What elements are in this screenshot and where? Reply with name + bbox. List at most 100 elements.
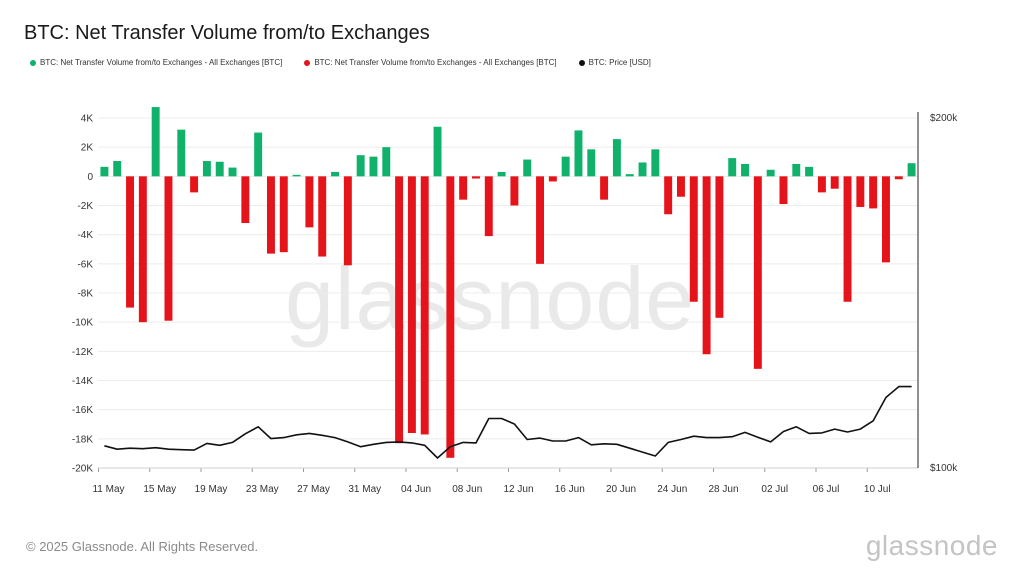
inflow-bar[interactable] xyxy=(215,161,224,177)
outflow-bar[interactable] xyxy=(395,176,404,444)
outflow-bar[interactable] xyxy=(190,176,199,193)
outflow-bar[interactable] xyxy=(484,176,493,237)
outflow-bar[interactable] xyxy=(894,176,903,180)
outflow-bar[interactable] xyxy=(600,176,609,200)
outflow-bar[interactable] xyxy=(126,176,135,308)
outflow-bar[interactable] xyxy=(279,176,288,253)
y-tick-label: 2K xyxy=(81,143,94,154)
outflow-bar[interactable] xyxy=(817,176,826,193)
legend-item-price[interactable]: BTC: Price [USD] xyxy=(578,58,651,67)
y2-tick-label: $100k xyxy=(930,463,958,474)
y-tick-label: -14K xyxy=(72,376,93,387)
outflow-bar[interactable] xyxy=(869,176,878,209)
x-tick-label: 31 May xyxy=(348,484,381,495)
x-tick-label: 20 Jun xyxy=(606,484,636,495)
inflow-bar[interactable] xyxy=(766,169,775,177)
inflow-bar[interactable] xyxy=(523,159,532,177)
outflow-bar[interactable] xyxy=(407,176,416,434)
inflow-bar[interactable] xyxy=(497,171,506,177)
inflow-bar[interactable] xyxy=(574,130,583,177)
inflow-bar[interactable] xyxy=(369,156,378,177)
outflow-bar[interactable] xyxy=(676,176,685,197)
inflow-bar[interactable] xyxy=(254,132,263,177)
y-tick-label: -20K xyxy=(72,464,93,475)
inflow-bar[interactable] xyxy=(625,174,634,177)
outflow-bar[interactable] xyxy=(318,176,327,257)
x-tick-label: 15 May xyxy=(143,484,176,495)
outflow-bar[interactable] xyxy=(548,176,557,182)
inflow-bar[interactable] xyxy=(151,107,160,177)
x-tick-label: 08 Jun xyxy=(452,484,482,495)
inflow-bar[interactable] xyxy=(356,155,365,177)
legend-dot-icon xyxy=(304,59,311,66)
legend-item-inflow[interactable]: BTC: Net Transfer Volume from/to Exchang… xyxy=(30,58,282,67)
outflow-bar[interactable] xyxy=(664,176,673,215)
outflow-bar[interactable] xyxy=(510,176,519,206)
inflow-bar[interactable] xyxy=(177,129,186,177)
legend-label: BTC: Net Transfer Volume from/to Exchang… xyxy=(314,58,557,67)
inflow-bar[interactable] xyxy=(202,161,211,177)
price-line[interactable] xyxy=(104,385,912,459)
outflow-bar[interactable] xyxy=(689,176,698,302)
inflow-bar[interactable] xyxy=(792,163,801,177)
y-tick-label: -18K xyxy=(72,434,93,445)
outflow-bar[interactable] xyxy=(241,176,250,223)
inflow-bar[interactable] xyxy=(100,166,109,177)
inflow-bar[interactable] xyxy=(651,149,660,177)
x-tick-label: 24 Jun xyxy=(657,484,687,495)
inflow-bar[interactable] xyxy=(741,163,750,177)
inflow-bar[interactable] xyxy=(561,156,570,177)
x-tick-label: 28 Jun xyxy=(708,484,738,495)
inflow-bar[interactable] xyxy=(805,166,814,177)
inflow-bar[interactable] xyxy=(612,139,621,177)
outflow-bar[interactable] xyxy=(843,176,852,302)
outflow-bar[interactable] xyxy=(459,176,468,200)
legend-label: BTC: Price [USD] xyxy=(588,58,651,67)
legend-dot-icon xyxy=(30,59,36,66)
y-tick-label: -2K xyxy=(77,201,93,212)
y-tick-label: -10K xyxy=(72,318,93,329)
outflow-bar[interactable] xyxy=(830,176,839,189)
outflow-bar[interactable] xyxy=(305,176,314,228)
outflow-bar[interactable] xyxy=(715,176,724,318)
inflow-bar[interactable] xyxy=(292,174,301,177)
x-tick-label: 16 Jun xyxy=(555,484,585,495)
x-tick-label: 10 Jul xyxy=(864,484,891,495)
x-tick-label: 23 May xyxy=(246,484,279,495)
outflow-bar[interactable] xyxy=(266,176,275,254)
y-tick-label: -16K xyxy=(72,405,93,416)
inflow-bar[interactable] xyxy=(587,149,596,177)
outflow-bar[interactable] xyxy=(779,176,788,205)
inflow-bar[interactable] xyxy=(113,161,122,177)
outflow-bar[interactable] xyxy=(881,176,890,263)
inflow-bar[interactable] xyxy=(907,163,916,177)
outflow-bar[interactable] xyxy=(471,176,480,179)
outflow-bar[interactable] xyxy=(536,176,545,264)
y-tick-label: -12K xyxy=(72,347,93,358)
legend-label: BTC: Net Transfer Volume from/to Exchang… xyxy=(40,58,283,67)
outflow-bar[interactable] xyxy=(164,176,173,321)
inflow-bar[interactable] xyxy=(382,147,391,177)
outflow-bar[interactable] xyxy=(702,176,711,355)
inflow-bar[interactable] xyxy=(638,162,647,177)
legend-item-outflow[interactable]: BTC: Net Transfer Volume from/to Exchang… xyxy=(304,58,557,67)
y-tick-label: -4K xyxy=(77,230,93,241)
copyright-text: © 2025 Glassnode. All Rights Reserved. xyxy=(26,539,259,554)
outflow-bar[interactable] xyxy=(446,176,455,458)
y-tick-label: -8K xyxy=(77,289,93,300)
x-tick-label: 06 Jul xyxy=(813,484,840,495)
x-tick-label: 11 May xyxy=(92,484,124,495)
outflow-bar[interactable] xyxy=(753,176,762,369)
inflow-bar[interactable] xyxy=(228,167,237,177)
inflow-bar[interactable] xyxy=(728,158,737,177)
outflow-bar[interactable] xyxy=(343,176,352,266)
outflow-bar[interactable] xyxy=(420,176,429,435)
y-tick-label: 0 xyxy=(87,172,93,183)
chart-title: BTC: Net Transfer Volume from/to Exchang… xyxy=(24,22,430,44)
inflow-bar[interactable] xyxy=(331,171,340,177)
outflow-bar[interactable] xyxy=(856,176,865,207)
outflow-bar[interactable] xyxy=(138,176,147,323)
x-tick-label: 04 Jun xyxy=(401,484,431,495)
inflow-bar[interactable] xyxy=(433,126,442,177)
